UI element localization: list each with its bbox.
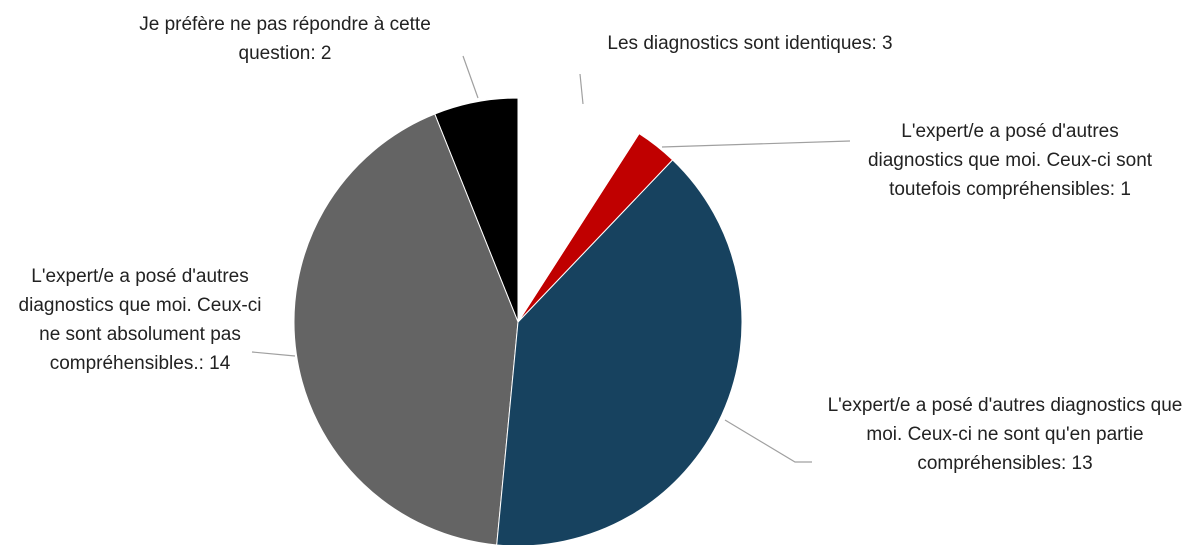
slice-label: L'expert/e a posé d'autres diagnostics q…	[18, 266, 262, 374]
leader-line	[251, 351, 296, 357]
slice-label: L'expert/e a posé d'autres diagnostics q…	[867, 121, 1153, 200]
pie-slice	[293, 113, 519, 545]
leader-line	[661, 140, 851, 148]
leader-line	[724, 419, 812, 463]
slice-label: Je préfère ne pas répondre à cette quest…	[139, 14, 431, 64]
slice-label: L'expert/e a posé d'autres diagnostics q…	[827, 395, 1183, 474]
slice-label: Les diagnostics sont identiques: 3	[607, 33, 893, 54]
pie-slice	[496, 159, 743, 545]
leader-line	[579, 73, 584, 105]
pie-slice	[517, 97, 640, 324]
leader-line	[462, 55, 479, 99]
